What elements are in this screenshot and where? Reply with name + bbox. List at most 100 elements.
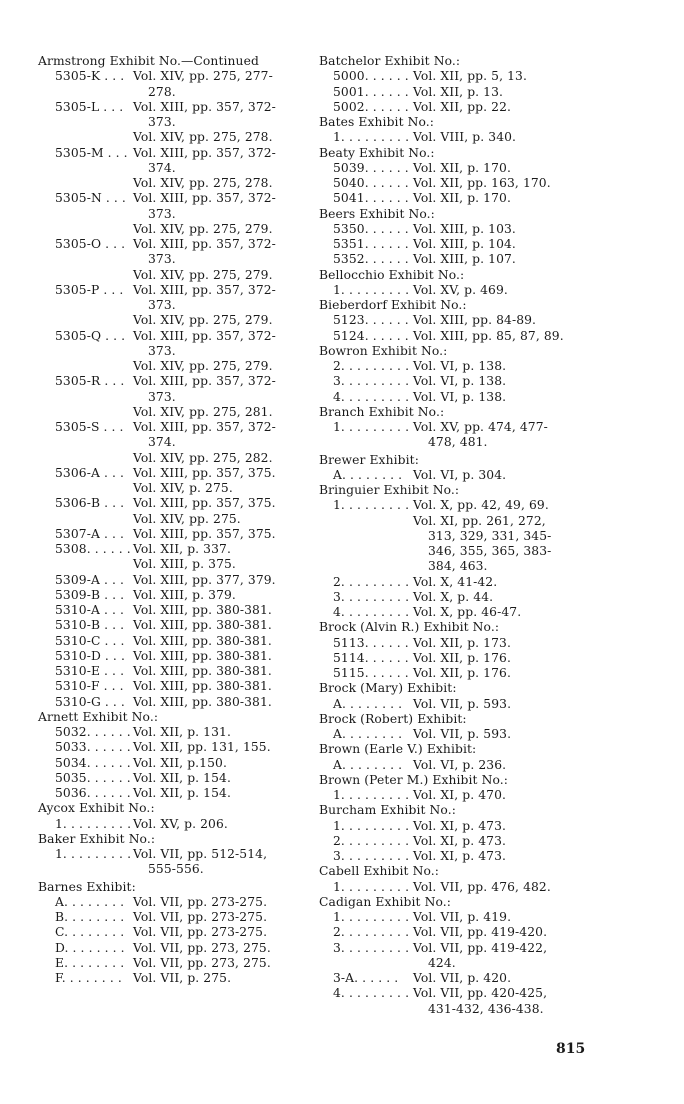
index-entry: 2. . . . . . . . . Vol. VI, p. 138.: [319, 359, 619, 374]
volume-reference: Vol. XII, p. 176.: [413, 666, 511, 680]
exhibit-number: 5310-E . . .: [55, 664, 125, 678]
index-continuation: 478, 481.: [319, 435, 619, 450]
index-entry: 3. . . . . . . . . Vol. X, p. 44.: [319, 590, 619, 605]
volume-reference: Vol. VII, pp. 273-275.: [133, 925, 268, 940]
exhibit-number: 2. . . . . . . . .: [333, 359, 410, 373]
index-entry: 5034. . . . . . Vol. XII, p.150.: [38, 756, 308, 771]
volume-reference: 373.: [148, 343, 176, 358]
index-heading: Branch Exhibit No.:: [319, 405, 619, 420]
exhibit-number: 5310-A . . .: [55, 603, 124, 617]
exhibit-number: 5123. . . . . .: [333, 313, 409, 328]
index-entry: 2. . . . . . . . . Vol. X, 41-42.: [319, 575, 619, 590]
volume-reference: Vol. XI, pp. 261, 272,: [413, 513, 546, 528]
heading-text: Bieberdorf Exhibit No.:: [319, 298, 467, 312]
exhibit-number: 5310-B . . .: [55, 618, 125, 633]
exhibit-number: 5001. . . . . .: [333, 84, 409, 99]
volume-reference: Vol. XIV, pp. 275, 279.: [133, 313, 273, 328]
volume-reference: 346, 355, 365, 383-: [428, 544, 552, 558]
volume-reference: Vol. XIV, pp. 275, 279.: [133, 221, 273, 236]
volume-reference: 424.: [428, 955, 456, 970]
exhibit-number: F. . . . . . . .: [55, 971, 122, 985]
exhibit-number: C. . . . . . . .: [55, 925, 125, 940]
volume-reference: Vol. XIII, pp. 380-381.: [133, 618, 272, 633]
index-continuation: 431-432, 436-438.: [319, 1002, 619, 1017]
index-continuation: 555-556.: [38, 862, 308, 877]
volume-reference: Vol. XV, p. 206.: [133, 816, 228, 831]
index-heading: Bieberdorf Exhibit No.:: [319, 298, 619, 313]
volume-reference: Vol. VI, p. 236.: [413, 757, 507, 772]
index-entry: 5310-A . . . Vol. XIII, pp. 380-381.: [38, 603, 308, 618]
volume-reference: Vol. VII, p. 593.: [413, 727, 512, 741]
exhibit-number: 5308. . . . . .: [55, 542, 131, 556]
index-entry: Vol. XIII, p. 375.: [38, 557, 308, 572]
volume-reference: Vol. XIII, pp. 357, 372-: [133, 145, 276, 160]
volume-reference: Vol. VIII, p. 340.: [413, 130, 517, 145]
index-heading: Bellocchio Exhibit No.:: [319, 268, 619, 283]
exhibit-number: A. . . . . . . .: [55, 894, 125, 909]
index-heading: Brock (Robert) Exhibit:: [319, 712, 619, 727]
heading-text: Beers Exhibit No.:: [319, 206, 435, 221]
volume-reference: Vol. XIV, pp. 275, 278.: [133, 176, 273, 190]
index-entry: 1. . . . . . . . . Vol. XI, p. 470.: [319, 788, 619, 803]
index-entry: 5113. . . . . . Vol. XII, p. 173.: [319, 636, 619, 651]
index-entry: D. . . . . . . . Vol. VII, pp. 273, 275.: [38, 941, 308, 956]
index-entry: Vol. XIV, pp. 275, 279.: [38, 268, 308, 283]
volume-reference: Vol. XV, p. 469.: [413, 282, 508, 297]
volume-reference: 373.: [148, 298, 176, 312]
exhibit-number: 1. . . . . . . . .: [333, 910, 410, 924]
index-entry: 5002. . . . . . Vol. XII, pp. 22.: [319, 100, 619, 115]
index-continuation: 313, 329, 331, 345-: [319, 529, 619, 544]
volume-reference: Vol. XII, p. 170.: [413, 160, 511, 175]
index-entry: 5305-S . . . Vol. XIII, pp. 357, 372-: [38, 420, 308, 435]
index-heading: Brown (Earle V.) Exhibit:: [319, 742, 619, 757]
index-entry: Vol. XIV, pp. 275, 278.: [38, 130, 308, 145]
index-entry: 3. . . . . . . . . Vol. VII, pp. 419-422,: [319, 941, 619, 956]
exhibit-number: 2. . . . . . . . .: [333, 833, 410, 848]
exhibit-number: A. . . . . . . .: [333, 696, 403, 711]
volume-reference: Vol. XII, p.150.: [133, 755, 227, 770]
volume-reference: Vol. XII, pp. 163, 170.: [413, 176, 551, 190]
volume-reference: Vol. XII, p. 13.: [413, 84, 504, 99]
index-entry: A. . . . . . . . Vol. VII, p. 593.: [319, 697, 619, 712]
index-entry: 3. . . . . . . . . Vol. XI, p. 473.: [319, 849, 619, 864]
exhibit-number: 4. . . . . . . . .: [333, 986, 410, 1001]
volume-reference: Vol. VII, p. 420.: [413, 971, 512, 985]
heading-text: Beaty Exhibit No.:: [319, 145, 435, 160]
volume-reference: 478, 481.: [428, 435, 488, 450]
volume-reference: 373.: [148, 206, 176, 221]
volume-reference: Vol. XIII, pp. 380-381.: [133, 694, 272, 709]
heading-text: Branch Exhibit No.:: [319, 404, 445, 419]
volume-reference: Vol. XIII, pp. 357, 372-: [133, 328, 276, 343]
volume-reference: Vol. XIII, pp. 357, 372-: [133, 191, 276, 206]
index-entry: Vol. XIV, pp. 275, 279.: [38, 359, 308, 374]
index-entry: 5036. . . . . . Vol. XII, p. 154.: [38, 786, 308, 801]
heading-text: Aycox Exhibit No.:: [38, 801, 155, 816]
volume-reference: Vol. XIII, pp. 84-89.: [413, 313, 537, 328]
volume-reference: Vol. VII, p. 275.: [133, 971, 232, 985]
index-entry: 5305-N . . . Vol. XIII, pp. 357, 372-: [38, 191, 308, 206]
exhibit-number: 5309-B . . .: [55, 587, 125, 602]
volume-reference: Vol. VI, p. 138.: [413, 374, 507, 389]
index-entry: 5305-P . . . Vol. XIII, pp. 357, 372-: [38, 283, 308, 298]
exhibit-number: 4. . . . . . . . .: [333, 389, 410, 404]
exhibit-number: 1. . . . . . . . .: [333, 788, 410, 802]
exhibit-number: A. . . . . . . .: [333, 727, 403, 741]
exhibit-number: 5305-S . . .: [55, 420, 124, 434]
volume-reference: Vol. XIV, pp. 275, 279.: [133, 267, 273, 282]
volume-reference: Vol. VII, pp. 273, 275.: [133, 955, 271, 970]
index-entry: 5305-M . . . Vol. XIII, pp. 357, 372-: [38, 146, 308, 161]
index-entry: 5305-L . . . Vol. XIII, pp. 357, 372-: [38, 100, 308, 115]
exhibit-number: 5310-C . . .: [55, 633, 125, 648]
exhibit-number: 5305-N . . .: [55, 191, 126, 206]
index-entry: Vol. XIV, pp. 275, 281.: [38, 405, 308, 420]
volume-reference: Vol. XIII, pp. 85, 87, 89.: [413, 328, 564, 343]
index-continuation: 384, 463.: [319, 559, 619, 574]
index-continuation: 373.: [38, 344, 308, 359]
index-continuation: 346, 355, 365, 383-: [319, 544, 619, 559]
index-entry: 5114. . . . . . Vol. XII, p. 176.: [319, 651, 619, 666]
index-entry: 1. . . . . . . . . Vol. X, pp. 42, 49, 69…: [319, 498, 619, 513]
volume-reference: Vol. X, pp. 46-47.: [413, 605, 522, 619]
index-entry: 1. . . . . . . . . Vol. VII, p. 419.: [319, 910, 619, 925]
volume-reference: Vol. XIII, p. 379.: [133, 587, 236, 602]
index-heading: Brock (Mary) Exhibit:: [319, 681, 619, 696]
